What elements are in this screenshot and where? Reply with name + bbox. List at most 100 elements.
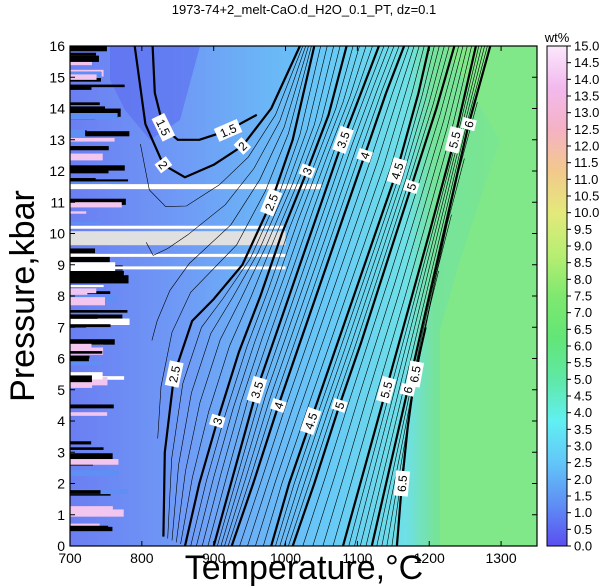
noise-streak [70, 351, 103, 354]
stable-region-fill [440, 46, 537, 546]
noise-streak [70, 358, 89, 363]
colorbar-tick-label: 9.0 [574, 239, 592, 254]
contour-label-bg [399, 382, 416, 397]
fine-contour-line [302, 46, 459, 546]
noise-streak [70, 355, 90, 359]
y-tick-label: 1 [57, 507, 65, 523]
contour-label-bg [209, 413, 226, 429]
noise-streak [70, 490, 101, 494]
noise-streak [70, 102, 100, 106]
colorbar: wt% 0.0 0.5 1.01.5 2.0 2.53.0 3.5 4.04.5 5.0 5.5… [544, 30, 600, 554]
noise-streak [70, 297, 105, 306]
x-axis: 700 800 900 1000 1100 1200 1300 [58, 46, 517, 566]
colorbar-tick-label: 5.5 [574, 355, 592, 370]
contour-label-text: 5.5 [446, 130, 464, 150]
data-gap-band [70, 253, 286, 257]
y-tick-label: 0 [57, 538, 65, 554]
contour-label-bg [376, 375, 397, 404]
x-tick-label: 800 [130, 550, 154, 566]
contour-label-bg [402, 179, 420, 194]
contour-label-text: 4.5 [388, 161, 406, 181]
contour-line [230, 46, 406, 546]
colorbar-tick-label: 0.5 [574, 522, 592, 537]
fine-contour-line [145, 46, 306, 256]
x-tick-label: 1300 [485, 550, 516, 566]
contour-label-text: 5 [404, 181, 419, 192]
noise-streak [70, 470, 119, 477]
contour-label-text: 4.5 [302, 411, 321, 432]
contour-label: 6 [399, 382, 416, 397]
colorbar-tick-label: 11.0 [574, 172, 598, 187]
noise-streak [70, 288, 97, 294]
contour-label: 2.5 [164, 360, 184, 388]
x-tick-label: 1200 [414, 550, 445, 566]
contour-label-bg [444, 125, 465, 154]
noise-streak [70, 277, 93, 283]
fine-contour-line [157, 46, 312, 439]
fine-contour-line [171, 46, 328, 541]
contour-label: 4.5 [386, 156, 408, 186]
contour-label: 5 [402, 179, 420, 194]
noise-streak [70, 310, 128, 313]
data-gaps [70, 184, 322, 270]
colorbar-ticks: 0.0 0.5 1.01.5 2.0 2.53.0 3.5 4.04.5 5.0 5.56.0 6… [567, 39, 599, 554]
contour-label-bg [233, 137, 252, 155]
colorbar-scale [546, 45, 568, 547]
noise-streak [70, 343, 92, 351]
colorbar-tick-label: 8.0 [574, 272, 592, 287]
fine-contour-line [283, 46, 445, 546]
noise-streak [70, 412, 108, 416]
noise-streak [70, 255, 110, 263]
noise-streak [70, 52, 97, 56]
contour-label: 5 [331, 397, 348, 413]
fine-contour-line [247, 46, 415, 546]
noise-streak [70, 74, 97, 80]
contour-line [183, 46, 348, 546]
contour-label: 3 [209, 413, 226, 429]
fine-contour-line [180, 46, 341, 545]
fine-contour-line [151, 46, 309, 341]
noise-streak [70, 129, 86, 138]
contour-label-bg [164, 360, 184, 388]
colorbar-tick-label: 1.5 [574, 489, 592, 504]
contour-label-text: 6.5 [407, 364, 424, 383]
colorbar-tick-label: 13.5 [574, 89, 599, 104]
fine-contours [140, 46, 488, 546]
contour-label-bg [260, 188, 283, 217]
colorbar-tick-label: 7.0 [574, 305, 592, 320]
contour-label: 4 [270, 397, 287, 413]
y-tick-label: 7 [57, 319, 65, 335]
colorbar-tick-label: 3.5 [574, 422, 592, 437]
colorbar-tick-label: 3.0 [574, 439, 592, 454]
noise-streak [70, 314, 98, 319]
noise-streak [70, 270, 124, 277]
noise-streak [70, 441, 92, 445]
noise-streak [70, 361, 102, 366]
colorbar-tick-label: 15.0 [574, 39, 599, 54]
noise-streak [70, 71, 101, 76]
noise-streak [70, 131, 130, 137]
noise-streak [70, 146, 109, 151]
noise-streak [70, 198, 126, 205]
noise-streak [70, 202, 122, 208]
colorbar-tick-label: 14.5 [574, 55, 599, 70]
y-tick-label: 3 [57, 444, 65, 460]
contour-lines [133, 46, 492, 546]
contour-label-text: 3 [210, 416, 225, 427]
colorbar-tick-label: 10.0 [574, 205, 599, 220]
y-tick-label: 5 [57, 382, 65, 398]
x-axis-title: Temperature,°C [185, 549, 423, 587]
contour-label-bg [331, 397, 348, 413]
contour-label-bg [298, 163, 316, 179]
noise-streak [70, 84, 125, 88]
colorbar-tick-label: 4.0 [574, 405, 592, 420]
contour-label: 3.5 [246, 375, 268, 404]
x-tick-label: 900 [202, 550, 226, 566]
contour-label-bg [151, 112, 176, 142]
contour-label: 4.5 [300, 406, 322, 436]
colorbar-unit: wt% [544, 30, 570, 45]
y-tick-label: 9 [57, 257, 65, 273]
contour-label-text: 1.5 [153, 117, 173, 138]
contour-label-text: 2.5 [166, 364, 183, 384]
